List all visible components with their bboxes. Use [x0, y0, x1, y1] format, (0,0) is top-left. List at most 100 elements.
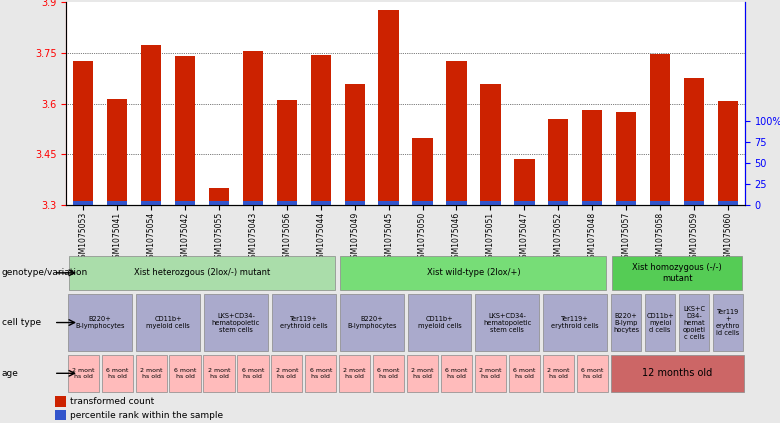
- Text: LKS+C
D34-
hemat
opoieti
c cells: LKS+C D34- hemat opoieti c cells: [682, 305, 705, 340]
- Bar: [272, 294, 335, 352]
- Text: 2 mont
hs old: 2 mont hs old: [275, 368, 298, 379]
- Bar: [107, 99, 127, 205]
- Text: Ter119
+
erythro
id cells: Ter119 + erythro id cells: [716, 309, 740, 336]
- Text: 2 mont
hs old: 2 mont hs old: [547, 368, 569, 379]
- Bar: [340, 255, 607, 290]
- Bar: [310, 201, 331, 205]
- Bar: [645, 294, 675, 352]
- Bar: [616, 201, 636, 205]
- Bar: [679, 294, 709, 352]
- Text: 6 mont
hs old: 6 mont hs old: [445, 368, 468, 379]
- Text: 2 mont
hs old: 2 mont hs old: [72, 368, 94, 379]
- Bar: [136, 294, 200, 352]
- Bar: [548, 201, 569, 205]
- Text: 6 mont
hs old: 6 mont hs old: [242, 368, 264, 379]
- Bar: [718, 201, 738, 205]
- Bar: [69, 255, 335, 290]
- Bar: [237, 355, 268, 392]
- Text: Ter119+
erythroid cells: Ter119+ erythroid cells: [551, 316, 599, 329]
- Text: 6 mont
hs old: 6 mont hs old: [174, 368, 197, 379]
- Bar: [101, 355, 133, 392]
- Bar: [68, 355, 99, 392]
- Bar: [616, 112, 636, 205]
- Text: 6 mont
hs old: 6 mont hs old: [378, 368, 400, 379]
- Bar: [204, 355, 235, 392]
- Text: CD11b+
myeloid cells: CD11b+ myeloid cells: [417, 316, 462, 329]
- Bar: [718, 101, 738, 205]
- Title: GDS4755 / 10448141: GDS4755 / 10448141: [339, 0, 473, 1]
- Text: percentile rank within the sample: percentile rank within the sample: [70, 410, 223, 420]
- Bar: [175, 201, 195, 205]
- Bar: [576, 355, 608, 392]
- Bar: [141, 45, 161, 205]
- Bar: [408, 294, 471, 352]
- Bar: [55, 396, 66, 407]
- Bar: [271, 355, 303, 392]
- Text: 6 mont
hs old: 6 mont hs old: [513, 368, 536, 379]
- Bar: [650, 54, 670, 205]
- Text: cell type: cell type: [2, 318, 41, 327]
- Bar: [713, 294, 743, 352]
- Bar: [684, 77, 704, 205]
- Bar: [446, 201, 466, 205]
- Bar: [277, 201, 297, 205]
- Text: Xist wild-type (2lox/+): Xist wild-type (2lox/+): [427, 268, 520, 277]
- Bar: [612, 255, 743, 290]
- Bar: [543, 355, 574, 392]
- Bar: [243, 50, 263, 205]
- Text: CD11b+
myeloi
d cells: CD11b+ myeloi d cells: [647, 313, 674, 332]
- Bar: [476, 294, 539, 352]
- Bar: [378, 201, 399, 205]
- Text: Xist heterozgous (2lox/-) mutant: Xist heterozgous (2lox/-) mutant: [134, 268, 270, 277]
- Bar: [544, 294, 607, 352]
- Bar: [243, 201, 263, 205]
- Bar: [136, 355, 167, 392]
- Bar: [69, 294, 132, 352]
- Bar: [204, 294, 268, 352]
- Bar: [175, 55, 195, 205]
- Bar: [141, 201, 161, 205]
- Text: 6 mont
hs old: 6 mont hs old: [106, 368, 129, 379]
- Bar: [480, 201, 501, 205]
- Bar: [107, 201, 127, 205]
- Bar: [612, 294, 641, 352]
- Bar: [413, 138, 433, 205]
- Bar: [441, 355, 472, 392]
- Bar: [73, 61, 94, 205]
- Text: age: age: [2, 369, 19, 378]
- Text: 2 mont
hs old: 2 mont hs old: [207, 368, 230, 379]
- Text: transformed count: transformed count: [70, 397, 154, 406]
- Text: 6 mont
hs old: 6 mont hs old: [310, 368, 332, 379]
- Bar: [582, 110, 602, 205]
- Text: B220+
B-lymphocytes: B220+ B-lymphocytes: [76, 316, 125, 329]
- Bar: [209, 187, 229, 205]
- Text: 2 mont
hs old: 2 mont hs old: [479, 368, 502, 379]
- Text: 12 months old: 12 months old: [642, 368, 712, 378]
- Bar: [55, 409, 66, 420]
- Text: CD11b+
myeloid cells: CD11b+ myeloid cells: [146, 316, 190, 329]
- Bar: [650, 201, 670, 205]
- Bar: [209, 201, 229, 205]
- Bar: [582, 201, 602, 205]
- Text: 2 mont
hs old: 2 mont hs old: [411, 368, 434, 379]
- Bar: [305, 355, 336, 392]
- Bar: [73, 201, 94, 205]
- Text: Xist homozygous (-/-)
mutant: Xist homozygous (-/-) mutant: [632, 263, 722, 283]
- Text: 2 mont
hs old: 2 mont hs old: [140, 368, 162, 379]
- Text: B220+
B-lymphocytes: B220+ B-lymphocytes: [347, 316, 396, 329]
- Text: LKS+CD34-
hematopoietic
stem cells: LKS+CD34- hematopoietic stem cells: [212, 313, 260, 332]
- Bar: [277, 99, 297, 205]
- Bar: [684, 201, 704, 205]
- Bar: [548, 118, 569, 205]
- Bar: [413, 201, 433, 205]
- Bar: [310, 55, 331, 205]
- Text: LKS+CD34-
hematopoietic
stem cells: LKS+CD34- hematopoietic stem cells: [484, 313, 531, 332]
- Bar: [340, 294, 403, 352]
- Text: 2 mont
hs old: 2 mont hs old: [343, 368, 366, 379]
- Text: Ter119+
erythroid cells: Ter119+ erythroid cells: [280, 316, 328, 329]
- Bar: [373, 355, 404, 392]
- Bar: [475, 355, 506, 392]
- Bar: [446, 61, 466, 205]
- Bar: [509, 355, 540, 392]
- Bar: [407, 355, 438, 392]
